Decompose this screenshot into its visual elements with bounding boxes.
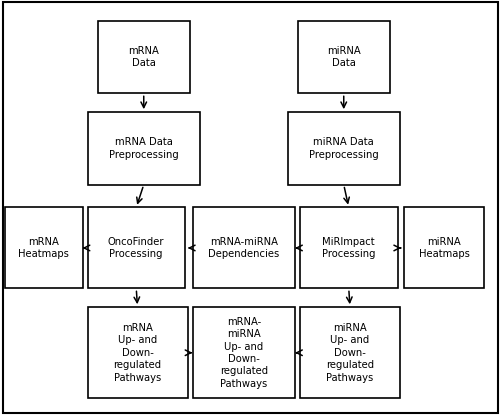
- Text: mRNA-
miRNA
Up- and
Down-
regulated
Pathways: mRNA- miRNA Up- and Down- regulated Path…: [220, 317, 268, 389]
- Text: mRNA
Heatmaps: mRNA Heatmaps: [18, 237, 69, 259]
- Text: mRNA
Up- and
Down-
regulated
Pathways: mRNA Up- and Down- regulated Pathways: [114, 323, 162, 383]
- Bar: [298, 21, 390, 93]
- Bar: [300, 307, 400, 398]
- Bar: [404, 208, 484, 288]
- Bar: [88, 208, 185, 288]
- Text: miRNA Data
Preprocessing: miRNA Data Preprocessing: [309, 137, 378, 159]
- Text: mRNA
Data: mRNA Data: [128, 46, 159, 68]
- Text: mRNA Data
Preprocessing: mRNA Data Preprocessing: [109, 137, 178, 159]
- Text: MiRImpact
Processing: MiRImpact Processing: [322, 237, 376, 259]
- Bar: [300, 208, 398, 288]
- Bar: [288, 112, 400, 185]
- Text: miRNA
Data: miRNA Data: [327, 46, 360, 68]
- Bar: [88, 307, 188, 398]
- Bar: [88, 112, 200, 185]
- Text: miRNA
Heatmaps: miRNA Heatmaps: [418, 237, 470, 259]
- Bar: [192, 208, 295, 288]
- Bar: [98, 21, 190, 93]
- Bar: [192, 307, 295, 398]
- Text: miRNA
Up- and
Down-
regulated
Pathways: miRNA Up- and Down- regulated Pathways: [326, 323, 374, 383]
- Text: mRNA-miRNA
Dependencies: mRNA-miRNA Dependencies: [208, 237, 280, 259]
- Text: OncoFinder
Processing: OncoFinder Processing: [108, 237, 164, 259]
- Bar: [5, 208, 82, 288]
